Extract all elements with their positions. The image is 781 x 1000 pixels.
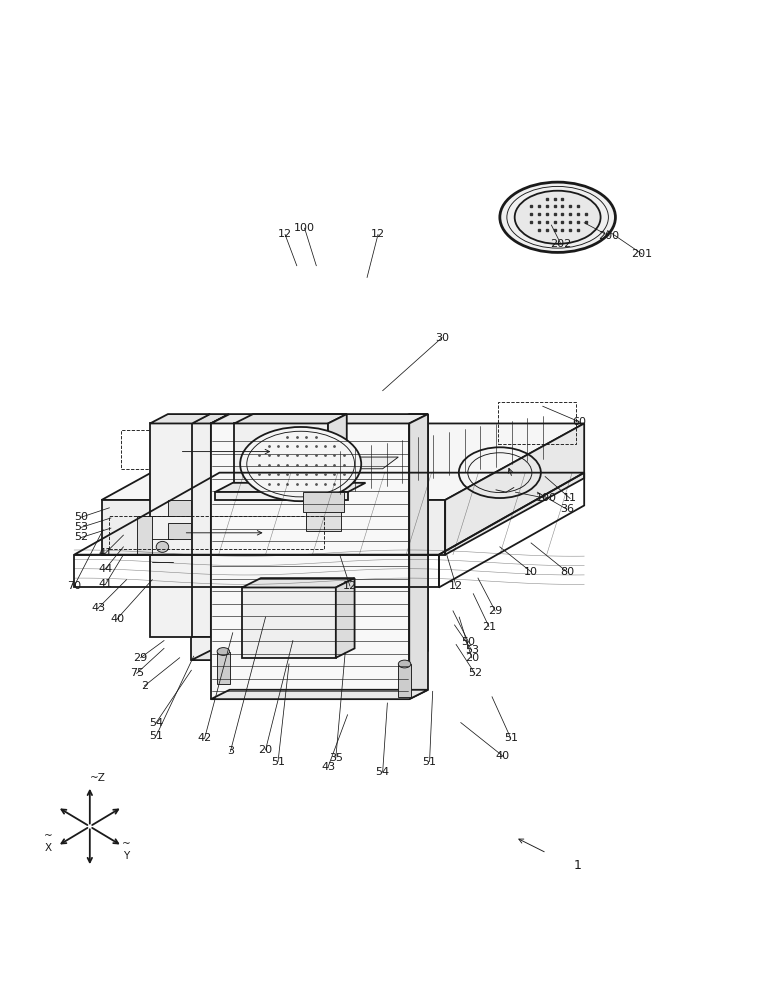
Text: 54: 54: [149, 718, 163, 728]
Text: 21: 21: [482, 622, 496, 632]
Polygon shape: [215, 492, 348, 500]
Polygon shape: [168, 500, 191, 516]
Text: 12: 12: [371, 229, 385, 239]
Text: 3: 3: [227, 746, 234, 756]
Polygon shape: [336, 578, 355, 658]
Polygon shape: [211, 423, 409, 699]
Polygon shape: [242, 587, 336, 658]
Polygon shape: [409, 414, 428, 699]
Text: 11: 11: [563, 493, 577, 503]
Text: 44: 44: [98, 564, 112, 574]
Text: ~
Y: ~ Y: [122, 839, 130, 861]
Text: 52: 52: [468, 668, 482, 678]
Text: 51: 51: [149, 731, 163, 741]
Polygon shape: [191, 414, 229, 423]
Text: 202: 202: [550, 239, 572, 249]
Text: 41: 41: [98, 579, 112, 589]
Ellipse shape: [500, 182, 615, 252]
Polygon shape: [191, 651, 428, 660]
Text: 51: 51: [504, 733, 518, 743]
Polygon shape: [217, 652, 230, 684]
Text: 70: 70: [67, 581, 81, 591]
Text: 36: 36: [560, 504, 574, 514]
Text: ~
X: ~ X: [44, 831, 52, 853]
Polygon shape: [191, 423, 211, 637]
Text: 12: 12: [278, 229, 292, 239]
Text: 52: 52: [74, 532, 88, 542]
Polygon shape: [215, 483, 366, 492]
Text: 10: 10: [524, 567, 538, 577]
Text: 100: 100: [294, 223, 315, 233]
Text: 51: 51: [271, 757, 285, 767]
Ellipse shape: [217, 648, 230, 655]
Polygon shape: [150, 423, 192, 637]
Polygon shape: [211, 414, 229, 637]
Text: 50: 50: [462, 637, 476, 647]
Polygon shape: [102, 423, 584, 500]
Polygon shape: [168, 523, 191, 539]
Polygon shape: [390, 423, 409, 637]
Polygon shape: [328, 414, 347, 500]
Text: 35: 35: [329, 753, 343, 763]
Text: 2: 2: [141, 681, 148, 691]
Polygon shape: [191, 637, 409, 660]
Polygon shape: [398, 664, 411, 697]
Text: 100: 100: [537, 493, 557, 503]
Text: 40: 40: [496, 751, 510, 761]
Text: 20: 20: [259, 745, 273, 755]
Polygon shape: [242, 578, 355, 587]
Text: 53: 53: [465, 645, 479, 655]
Text: ~Z: ~Z: [90, 773, 105, 783]
Ellipse shape: [515, 191, 601, 244]
Text: 200: 200: [598, 231, 620, 241]
Text: 51: 51: [423, 757, 437, 767]
Polygon shape: [137, 516, 152, 555]
Text: 43: 43: [91, 603, 105, 613]
Text: 29: 29: [488, 606, 502, 616]
Text: 42: 42: [198, 733, 212, 743]
Polygon shape: [390, 414, 428, 423]
Text: 50: 50: [74, 512, 88, 522]
Polygon shape: [102, 500, 445, 555]
Polygon shape: [150, 414, 210, 423]
Ellipse shape: [156, 541, 169, 552]
Polygon shape: [211, 414, 428, 423]
Text: 54: 54: [376, 767, 390, 777]
Polygon shape: [234, 414, 347, 423]
Text: 30: 30: [435, 333, 449, 343]
Text: 41: 41: [98, 548, 112, 558]
Text: 201: 201: [631, 249, 653, 259]
Text: 60: 60: [572, 417, 587, 427]
Ellipse shape: [398, 660, 411, 668]
Text: 43: 43: [321, 762, 335, 772]
Polygon shape: [306, 508, 341, 531]
Text: 80: 80: [560, 567, 574, 577]
Text: 12: 12: [449, 581, 463, 591]
Polygon shape: [303, 492, 344, 512]
Ellipse shape: [241, 427, 361, 501]
Text: 75: 75: [130, 668, 144, 678]
Text: 29: 29: [134, 653, 148, 663]
Polygon shape: [445, 423, 584, 555]
Text: 1: 1: [574, 859, 582, 872]
Text: 20: 20: [465, 653, 479, 663]
Polygon shape: [211, 690, 428, 699]
Polygon shape: [409, 414, 428, 637]
Polygon shape: [409, 627, 428, 660]
Text: 40: 40: [110, 614, 124, 624]
Text: 12: 12: [343, 581, 357, 591]
Polygon shape: [234, 423, 328, 500]
Polygon shape: [242, 457, 398, 469]
Text: 53: 53: [74, 522, 88, 532]
